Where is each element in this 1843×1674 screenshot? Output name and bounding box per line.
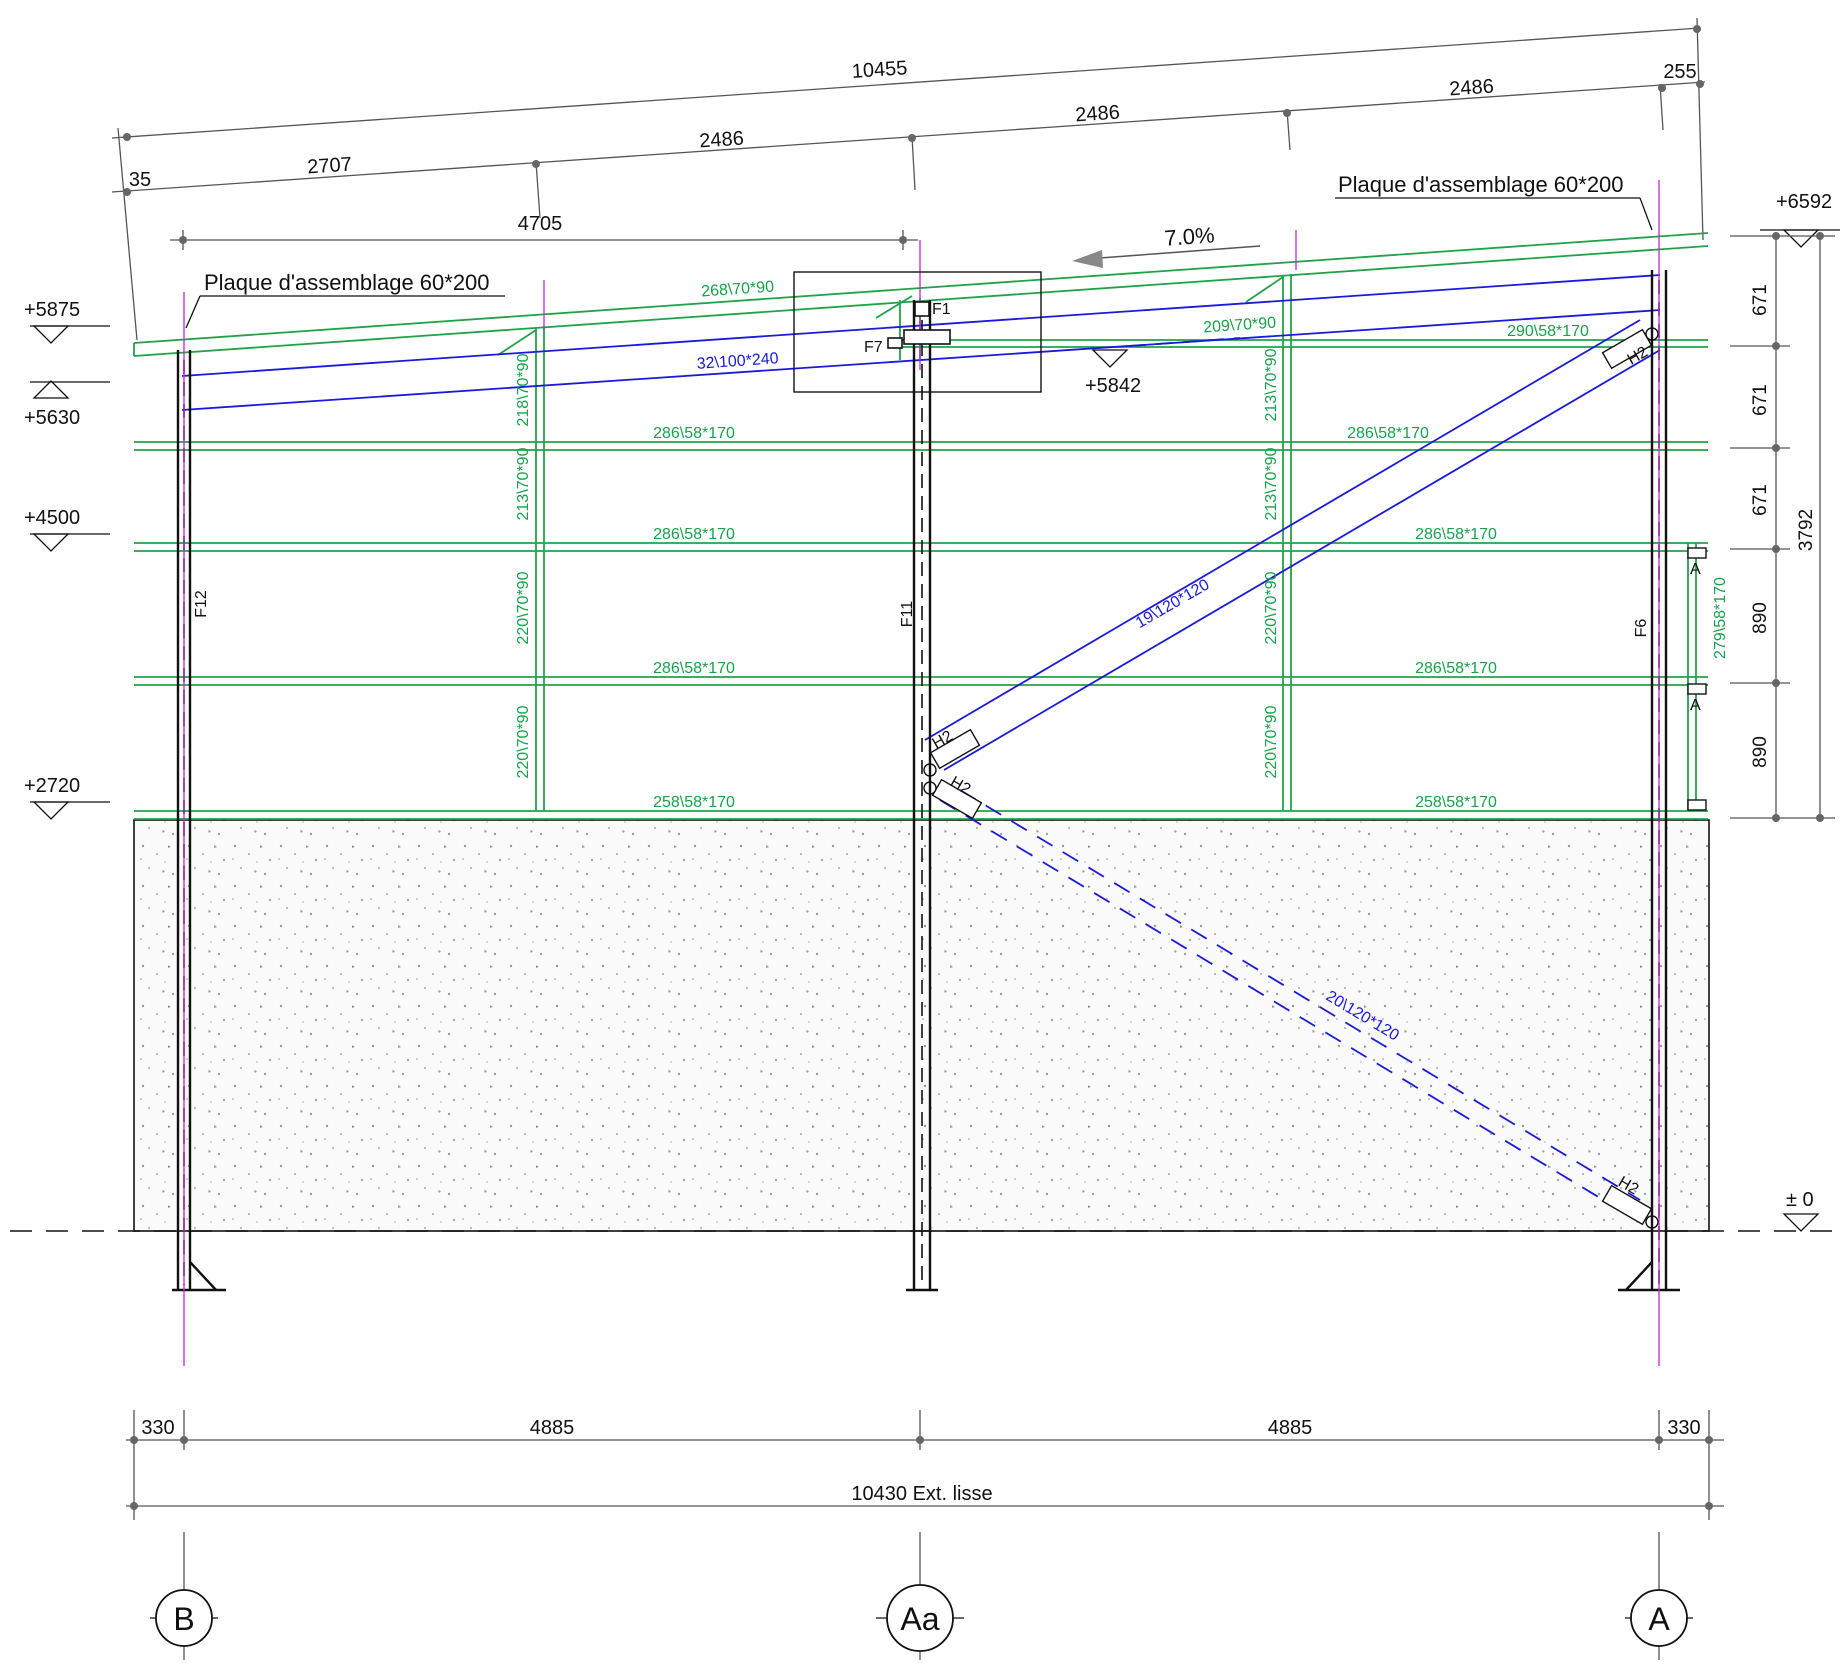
level-5630: +5630: [24, 407, 80, 429]
timber-rails: [133, 232, 1709, 820]
label-rail-258-right: 258\58*170: [1415, 794, 1497, 811]
tag-f7: F7: [864, 339, 883, 356]
label-rail-286-a-left: 286\58*170: [653, 425, 735, 442]
tag-f6: F6: [1633, 619, 1650, 638]
column-aa: [906, 300, 938, 1292]
level-2720: +2720: [24, 775, 80, 797]
label-purlin-209: 209\70*90: [1203, 314, 1277, 336]
axis-label-aa: Aa: [900, 1601, 939, 1637]
dim-bottom-right: 330: [1667, 1417, 1700, 1439]
dim-seg3: 2486: [1075, 101, 1121, 126]
plate-note-left: Plaque d'assemblage 60*200: [185, 270, 505, 329]
label-post-220-left-b: 220\70*90: [515, 705, 532, 778]
label-post-213-right-b: 213\70*90: [1263, 447, 1280, 520]
label-post-220-right-a: 220\70*90: [1263, 571, 1280, 644]
dim-seg4: 2486: [1449, 75, 1495, 100]
label-rail-286-c-left: 286\58*170: [653, 660, 735, 677]
label-rafter: 268\70*90: [701, 278, 775, 300]
dim-left-span: 4705: [518, 213, 563, 235]
plate-note-right: Plaque d'assemblage 60*200: [1335, 172, 1653, 231]
dim-right-2: 671: [1750, 384, 1771, 416]
axis-bubble-a: A: [1625, 1589, 1693, 1647]
axis-bubble-aa: Aa: [876, 1584, 964, 1652]
label-post-279: 279\58*170: [1712, 577, 1729, 659]
label-rail-286-b-right: 286\58*170: [1415, 526, 1497, 543]
axis-lines: [183, 180, 1660, 1366]
axis-label-b: B: [173, 1601, 194, 1637]
tag-a-mid: A: [1690, 697, 1701, 714]
dim-right-5: 890: [1750, 736, 1771, 768]
tag-f12: F12: [193, 590, 210, 618]
tag-a-top: A: [1690, 561, 1701, 578]
dim-right-1: 671: [1750, 284, 1771, 316]
dim-bottom-mid-right: 4885: [1268, 1417, 1313, 1439]
label-post-220-right-b: 220\70*90: [1263, 705, 1280, 778]
timber-posts: [497, 274, 1697, 811]
label-rail-286-b-left: 286\58*170: [653, 526, 735, 543]
dim-right-3: 671: [1750, 484, 1771, 516]
slope-label: 7.0%: [1164, 222, 1216, 250]
plate-note-left-text: Plaque d'assemblage 60*200: [204, 270, 490, 295]
level-5875: +5875: [24, 299, 80, 321]
top-dimension-ticks: [123, 25, 1704, 244]
label-rail-258-left: 258\58*170: [653, 794, 735, 811]
section-markers: [1687, 547, 1707, 811]
dim-bottom-mid-left: 4885: [530, 1417, 575, 1439]
slope-indicator: 7.0%: [1072, 222, 1261, 268]
level-0: ± 0: [1786, 1189, 1814, 1211]
right-dimension-chain: [1730, 235, 1835, 820]
label-purlin-32: 32\100*240: [696, 350, 779, 373]
label-brace-19: 19\120*120: [1133, 576, 1212, 632]
axis-label-a: A: [1648, 1601, 1670, 1637]
tag-f1: F1: [932, 301, 951, 318]
dim-overall-top: 10455: [851, 57, 908, 83]
axis-bubble-b: B: [150, 1589, 218, 1647]
dim-right-end: 255: [1663, 61, 1696, 83]
label-post-213-right-a: 213\70*90: [1263, 348, 1280, 421]
blue-members: [181, 274, 1661, 1211]
tag-f11: F11: [899, 601, 916, 627]
dim-right-total: 3792: [1796, 509, 1817, 551]
label-post-218: 218\70*90: [515, 353, 532, 426]
detail-frame: [793, 271, 1042, 393]
label-rail-290: 290\58*170: [1507, 323, 1589, 340]
level-6592: +6592: [1776, 191, 1832, 213]
dim-seg2: 2486: [699, 127, 745, 152]
dim-bottom-left: 330: [141, 1417, 174, 1439]
bottom-dimension-chain: [126, 1410, 1724, 1660]
label-post-213-left: 213\70*90: [515, 447, 532, 520]
label-rail-286-c-right: 286\58*170: [1415, 660, 1497, 677]
dim-right-4: 890: [1750, 602, 1771, 634]
plate-note-right-text: Plaque d'assemblage 60*200: [1338, 172, 1624, 197]
label-rail-286-a-right: 286\58*170: [1347, 425, 1429, 442]
level-4500: +4500: [24, 507, 80, 529]
connector-f1-f7: [887, 301, 951, 349]
level-markers: [30, 229, 1840, 1232]
level-5842: +5842: [1085, 375, 1141, 397]
dim-left-end: 35: [129, 169, 151, 191]
dim-seg1: 2707: [307, 153, 353, 178]
dim-bottom-overall: 10430 Ext. lisse: [851, 1483, 992, 1505]
label-post-220-left-a: 220\70*90: [515, 571, 532, 644]
